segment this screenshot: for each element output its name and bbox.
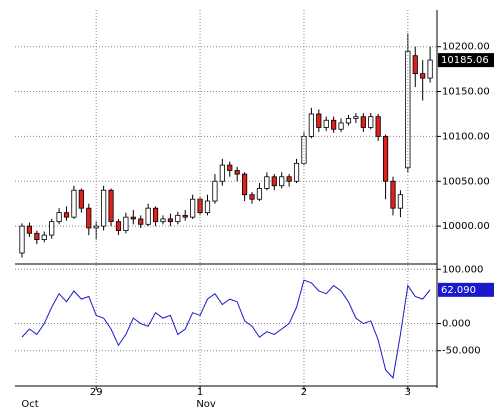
candle-body (293, 162, 300, 182)
candle-body (375, 116, 381, 137)
candle-body (115, 221, 122, 232)
candle-body (234, 170, 240, 175)
y-tick-label: 10150.00 (442, 87, 490, 98)
last-value-box (438, 53, 494, 68)
candle-body (323, 119, 329, 128)
candle-body (78, 189, 84, 209)
candle-body (130, 216, 136, 220)
y-tick-label: 10000.00 (442, 221, 490, 232)
x-tick-label: 3 (405, 387, 411, 398)
candle-body (182, 214, 188, 218)
candle-body (41, 234, 47, 240)
candle-body (167, 218, 173, 223)
candle-body (145, 207, 151, 225)
candle-body (420, 73, 426, 79)
candle-body (412, 55, 418, 75)
candle-body (308, 113, 314, 137)
candle-body (390, 180, 396, 209)
candle-body (160, 218, 166, 223)
candle-body (219, 164, 225, 182)
candle-body (331, 119, 337, 130)
candle-body (345, 118, 352, 124)
candle-body (71, 189, 77, 218)
y-tick-label: 0.000 (442, 319, 471, 330)
candle-body (271, 176, 277, 187)
candle-body (264, 176, 270, 189)
candle-body (86, 207, 92, 229)
x-tick-label: 2 (301, 387, 307, 398)
candle-body (190, 198, 196, 218)
candle-body (397, 194, 404, 209)
candle-body (123, 216, 129, 232)
indicator-line (21, 279, 431, 379)
candle-body (49, 221, 55, 236)
x-tick-label: 1 (197, 387, 203, 398)
x-month-label: Nov (196, 399, 216, 410)
candle-body (212, 180, 218, 202)
candle-body (19, 225, 25, 254)
candle-body (338, 122, 344, 130)
candle-body (26, 225, 33, 234)
candle-body (286, 176, 292, 182)
y-tick-label: 10100.00 (442, 131, 490, 142)
candle-body (63, 212, 70, 218)
candle-body (301, 136, 307, 164)
candle-body (241, 173, 248, 196)
candle-body (34, 232, 40, 240)
candle-body (56, 212, 62, 223)
candle-body (249, 194, 255, 200)
y-tick-label: 10200.00 (442, 42, 490, 53)
candle-body (175, 214, 181, 223)
candle-body (227, 164, 233, 171)
y-tick-label: 10050.00 (442, 176, 490, 187)
candle-body (316, 113, 322, 128)
candle-body (256, 188, 263, 200)
candle-body (204, 200, 211, 214)
last-value-label: 10185.06 (441, 55, 489, 66)
candle-body (101, 189, 107, 227)
candle-body (382, 136, 389, 182)
candle-body (279, 176, 285, 187)
y-tick-label: -50.000 (442, 346, 481, 357)
candle-body (353, 116, 359, 119)
candle-body (138, 218, 144, 225)
y-tick-label: 100.000 (442, 264, 483, 275)
candle-body (152, 207, 159, 223)
last-value-label: 62.090 (441, 285, 476, 296)
last-value-box (438, 282, 494, 297)
candle-body (108, 189, 114, 223)
x-tick-label: 29 (90, 387, 103, 398)
candle-body (360, 116, 366, 128)
candle-body (427, 59, 433, 79)
candle-body (368, 116, 374, 128)
x-month-label: Oct (21, 399, 38, 410)
